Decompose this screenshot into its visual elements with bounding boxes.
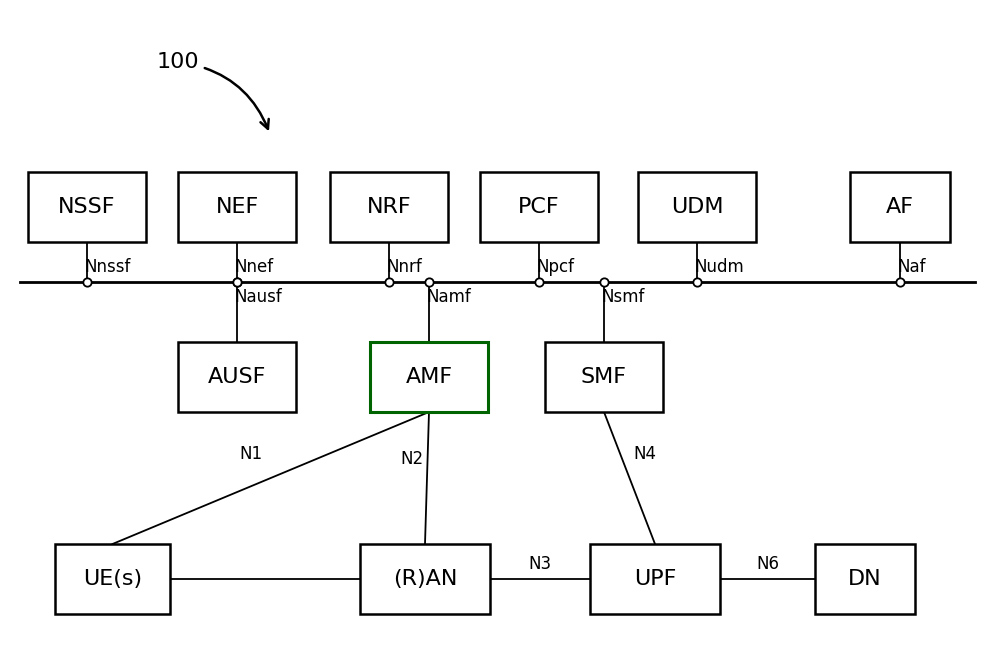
Bar [370, 342, 488, 412]
Bar [850, 172, 950, 242]
Text: Nnef: Nnef [234, 258, 273, 276]
Bar [28, 172, 146, 242]
Bar [330, 172, 448, 242]
Text: Npcf: Npcf [536, 258, 574, 276]
Text: Nsmf: Nsmf [601, 288, 644, 306]
Text: 100: 100 [157, 52, 269, 129]
Text: N4: N4 [633, 445, 656, 463]
Bar [638, 172, 756, 242]
Text: AUSF: AUSF [208, 367, 266, 387]
Bar [360, 544, 490, 614]
Text: N2: N2 [400, 450, 424, 468]
Text: Nausf: Nausf [234, 288, 282, 306]
Bar [545, 342, 663, 412]
Text: NEF: NEF [215, 197, 259, 217]
Text: DN: DN [848, 569, 882, 589]
Text: UPF: UPF [634, 569, 676, 589]
Text: Naf: Naf [897, 258, 926, 276]
Bar [55, 544, 170, 614]
Text: (R)AN: (R)AN [393, 569, 457, 589]
Text: N1: N1 [239, 445, 262, 463]
Text: Nnssf: Nnssf [84, 258, 130, 276]
Text: UE(s): UE(s) [83, 569, 142, 589]
Bar [590, 544, 720, 614]
Bar [178, 342, 296, 412]
Bar [178, 172, 296, 242]
Text: NRF: NRF [367, 197, 411, 217]
Text: Nudm: Nudm [694, 258, 744, 276]
Text: UDM: UDM [671, 197, 723, 217]
Text: NSSF: NSSF [58, 197, 116, 217]
Text: Namf: Namf [426, 288, 471, 306]
Text: AMF: AMF [405, 367, 453, 387]
Bar [480, 172, 598, 242]
Bar [815, 544, 915, 614]
Text: AF: AF [886, 197, 914, 217]
Text: N3: N3 [528, 555, 552, 573]
Text: Nnrf: Nnrf [386, 258, 422, 276]
Text: SMF: SMF [581, 367, 627, 387]
Text: PCF: PCF [518, 197, 560, 217]
Text: N6: N6 [756, 555, 779, 573]
